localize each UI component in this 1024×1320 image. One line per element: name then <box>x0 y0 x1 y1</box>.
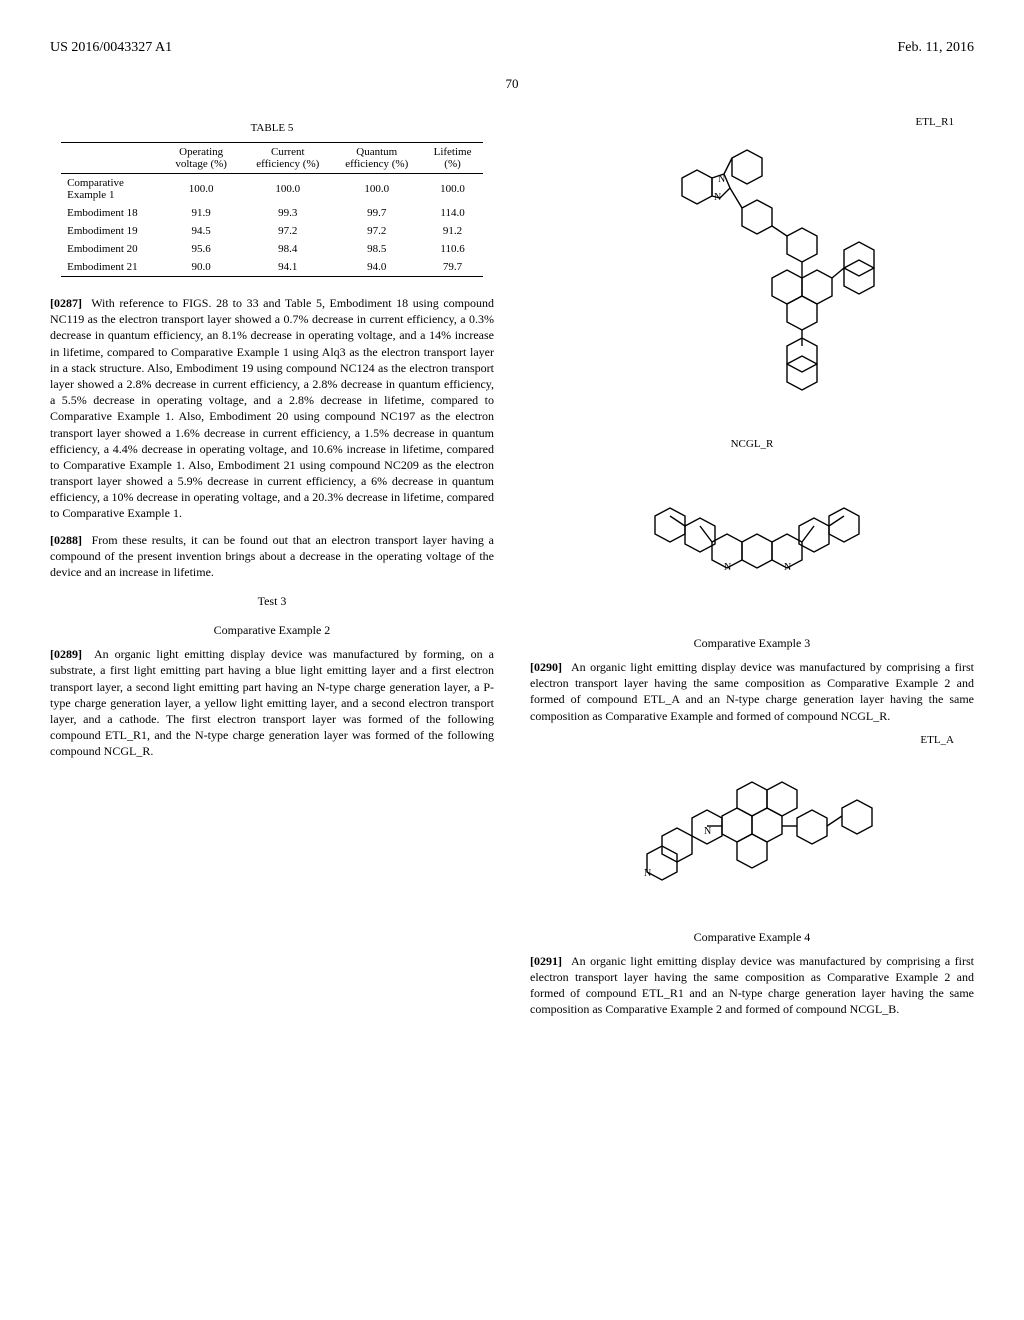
structure-ncgl-r: N N <box>602 462 902 622</box>
para-num: [0287] <box>50 296 82 310</box>
table-5: TABLE 5 Operating voltage (%) Current ef… <box>61 116 483 277</box>
table-cell: 94.1 <box>244 258 331 277</box>
table-cell: Embodiment 21 <box>61 258 158 277</box>
section-comp4: Comparative Example 4 <box>530 930 974 945</box>
svg-text:N: N <box>718 174 725 185</box>
svg-text:N: N <box>704 826 711 837</box>
para-num: [0291] <box>530 954 562 968</box>
structure-etl-a: N N <box>592 756 912 916</box>
para-text: An organic light emitting display device… <box>50 647 494 758</box>
patent-number: US 2016/0043327 A1 <box>50 40 172 56</box>
table-cell: 100.0 <box>158 174 244 205</box>
table-cell: 100.0 <box>331 174 422 205</box>
section-comp3: Comparative Example 3 <box>530 636 974 651</box>
table-cell: 91.2 <box>422 222 483 240</box>
table-cell: 99.3 <box>244 204 331 222</box>
table-row: Embodiment 18 91.9 99.3 99.7 114.0 <box>61 204 483 222</box>
table-cell: 100.0 <box>244 174 331 205</box>
table-5-col-4: Lifetime (%) <box>422 143 483 174</box>
table-5-col-1: Operating voltage (%) <box>158 143 244 174</box>
para-text: With reference to FIGS. 28 to 33 and Tab… <box>50 296 494 520</box>
table-cell: 99.7 <box>331 204 422 222</box>
table-cell: 100.0 <box>422 174 483 205</box>
page-header: US 2016/0043327 A1 Feb. 11, 2016 <box>50 40 974 60</box>
table-5-caption: TABLE 5 <box>61 116 483 142</box>
para-num: [0290] <box>530 660 562 674</box>
svg-text:N: N <box>784 562 791 573</box>
section-comp2: Comparative Example 2 <box>50 623 494 638</box>
table-cell: Embodiment 18 <box>61 204 158 222</box>
table-row: Comparative Example 1 100.0 100.0 100.0 … <box>61 174 483 205</box>
table-row: Embodiment 20 95.6 98.4 98.5 110.6 <box>61 240 483 258</box>
table-cell: 114.0 <box>422 204 483 222</box>
table-cell: 110.6 <box>422 240 483 258</box>
table-cell: Embodiment 20 <box>61 240 158 258</box>
table-cell: 98.5 <box>331 240 422 258</box>
table-cell: 95.6 <box>158 240 244 258</box>
para-text: An organic light emitting display device… <box>530 954 974 1017</box>
table-cell: Embodiment 19 <box>61 222 158 240</box>
paragraph-0287: [0287] With reference to FIGS. 28 to 33 … <box>50 295 494 522</box>
paragraph-0288: [0288] From these results, it can be fou… <box>50 532 494 581</box>
table-row: Embodiment 19 94.5 97.2 97.2 91.2 <box>61 222 483 240</box>
page-number: 70 <box>50 76 974 92</box>
publication-date: Feb. 11, 2016 <box>898 40 974 56</box>
table-5-col-0 <box>61 143 158 174</box>
paragraph-0291: [0291] An organic light emitting display… <box>530 953 974 1018</box>
svg-text:N: N <box>714 192 721 203</box>
table-cell: 97.2 <box>244 222 331 240</box>
fig-label-etl-a: ETL_A <box>530 734 974 746</box>
paragraph-0289: [0289] An organic light emitting display… <box>50 646 494 759</box>
table-cell: Comparative Example 1 <box>61 174 158 205</box>
table-row: Embodiment 21 90.0 94.1 94.0 79.7 <box>61 258 483 277</box>
fig-label-etl-r1: ETL_R1 <box>530 116 974 128</box>
para-text: An organic light emitting display device… <box>530 660 974 723</box>
table-5-col-2: Current efficiency (%) <box>244 143 331 174</box>
table-cell: 91.9 <box>158 204 244 222</box>
paragraph-0290: [0290] An organic light emitting display… <box>530 659 974 724</box>
table-cell: 97.2 <box>331 222 422 240</box>
table-cell: 98.4 <box>244 240 331 258</box>
table-cell: 94.0 <box>331 258 422 277</box>
table-cell: 90.0 <box>158 258 244 277</box>
section-test3: Test 3 <box>50 594 494 609</box>
table-5-col-3: Quantum efficiency (%) <box>331 143 422 174</box>
table-cell: 79.7 <box>422 258 483 277</box>
structure-etl-r1: N N <box>622 138 882 428</box>
svg-text:N: N <box>644 868 651 879</box>
fig-label-ncgl-r: NCGL_R <box>530 438 974 450</box>
para-num: [0289] <box>50 647 82 661</box>
svg-text:N: N <box>724 562 731 573</box>
para-text: From these results, it can be found out … <box>50 533 494 579</box>
table-cell: 94.5 <box>158 222 244 240</box>
para-num: [0288] <box>50 533 82 547</box>
